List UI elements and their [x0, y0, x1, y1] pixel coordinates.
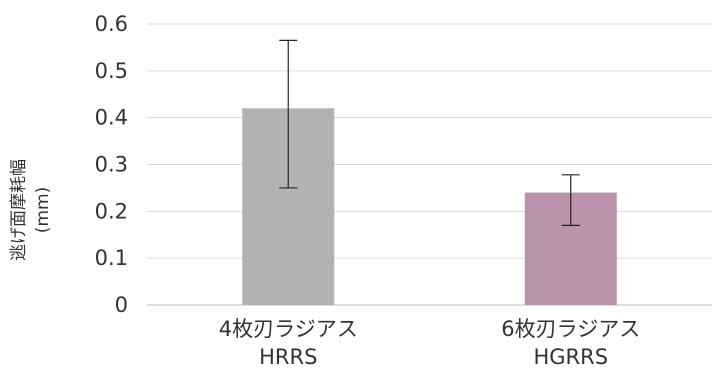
y-tick-label: 0.1	[95, 246, 128, 270]
y-axis-title: 逃げ面摩耗幅 (mm)	[9, 159, 53, 261]
error-bars	[279, 39, 580, 226]
gridlines	[147, 23, 712, 306]
y-tick-label: 0.2	[95, 199, 128, 223]
category-label-line2: HGRRS	[533, 345, 608, 369]
category-label-line2: HRRS	[259, 345, 317, 369]
error-bar	[561, 174, 580, 226]
category-labels: 4枚刃ラジアス HRRS 6枚刃ラジアス HGRRS	[219, 317, 640, 369]
error-bar	[279, 39, 298, 189]
y-tick-label: 0.3	[95, 153, 128, 177]
y-tick-label: 0.5	[95, 59, 128, 83]
y-tick-labels: 0 0.1 0.2 0.3 0.4 0.5 0.6	[95, 12, 128, 317]
category-label-line1: 6枚刃ラジアス	[501, 317, 640, 341]
y-axis-label: 逃げ面摩耗幅	[9, 159, 29, 261]
y-tick-label: 0	[115, 293, 128, 317]
y-tick-label: 0.4	[95, 106, 128, 130]
y-tick-label: 0.6	[95, 12, 128, 36]
category-label-line1: 4枚刃ラジアス	[219, 317, 358, 341]
bars	[242, 108, 617, 305]
y-axis-unit: (mm)	[33, 187, 53, 233]
